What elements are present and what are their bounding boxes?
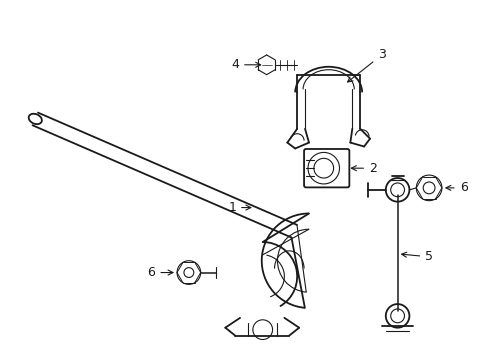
Text: 4: 4: [231, 58, 260, 71]
Text: 2: 2: [351, 162, 376, 175]
Text: 5: 5: [401, 250, 432, 263]
Circle shape: [385, 304, 408, 328]
Text: 3: 3: [347, 49, 385, 82]
Text: 6: 6: [147, 266, 173, 279]
Text: 1: 1: [228, 201, 250, 214]
Circle shape: [385, 178, 408, 202]
Text: 6: 6: [445, 181, 467, 194]
Circle shape: [177, 261, 200, 284]
Circle shape: [415, 175, 441, 201]
